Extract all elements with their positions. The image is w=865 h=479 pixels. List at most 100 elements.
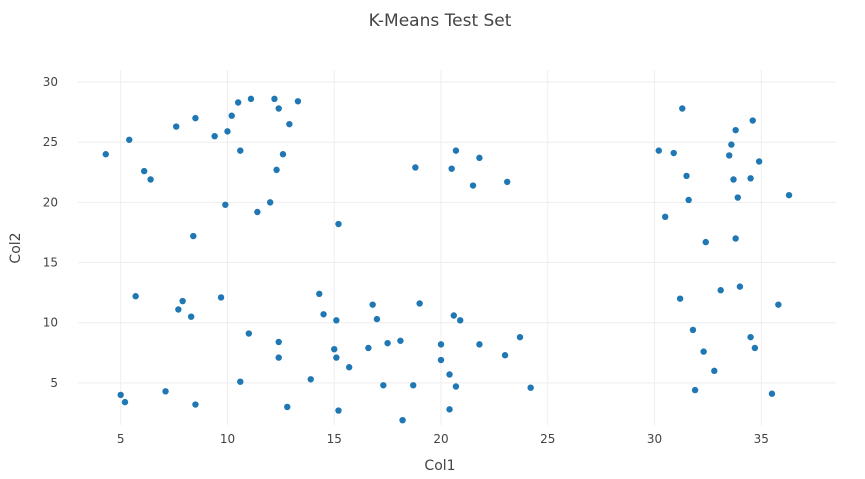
data-point[interactable] bbox=[751, 344, 759, 352]
data-point[interactable] bbox=[661, 213, 669, 221]
data-point[interactable] bbox=[503, 178, 511, 186]
data-point[interactable] bbox=[228, 112, 235, 119]
data-point[interactable] bbox=[365, 344, 372, 352]
data-point[interactable] bbox=[527, 384, 534, 391]
data-point[interactable] bbox=[217, 294, 225, 301]
data-point[interactable] bbox=[452, 383, 460, 390]
data-point[interactable] bbox=[271, 95, 278, 103]
data-point[interactable] bbox=[676, 295, 684, 302]
data-point[interactable] bbox=[179, 297, 186, 305]
data-point[interactable] bbox=[450, 312, 457, 319]
data-point[interactable] bbox=[245, 330, 253, 337]
data-point[interactable] bbox=[685, 196, 692, 204]
data-point[interactable] bbox=[234, 99, 242, 106]
data-point[interactable] bbox=[516, 333, 524, 341]
data-point[interactable] bbox=[734, 194, 741, 201]
data-point[interactable] bbox=[247, 95, 255, 103]
data-point[interactable] bbox=[683, 172, 690, 180]
data-point[interactable] bbox=[211, 132, 218, 140]
data-point[interactable] bbox=[222, 201, 229, 208]
data-point[interactable] bbox=[476, 154, 483, 162]
data-point[interactable] bbox=[730, 176, 737, 183]
data-point[interactable] bbox=[102, 151, 109, 158]
data-point[interactable] bbox=[307, 376, 314, 383]
data-point[interactable] bbox=[316, 290, 323, 298]
data-point[interactable] bbox=[399, 416, 406, 424]
data-point[interactable] bbox=[732, 235, 739, 242]
data-point[interactable] bbox=[679, 105, 686, 112]
data-point[interactable] bbox=[749, 117, 756, 124]
data-point[interactable] bbox=[469, 182, 477, 189]
data-point[interactable] bbox=[446, 371, 453, 378]
data-point[interactable] bbox=[768, 390, 776, 397]
data-point[interactable] bbox=[279, 151, 287, 158]
data-point[interactable] bbox=[266, 199, 274, 206]
data-point[interactable] bbox=[775, 301, 782, 308]
data-point[interactable] bbox=[331, 345, 338, 353]
data-point[interactable] bbox=[747, 175, 754, 182]
data-point[interactable] bbox=[416, 300, 423, 307]
data-point[interactable] bbox=[333, 354, 340, 361]
data-point[interactable] bbox=[717, 287, 724, 294]
data-point[interactable] bbox=[747, 333, 754, 341]
data-point[interactable] bbox=[732, 126, 739, 134]
data-point[interactable] bbox=[726, 152, 733, 159]
data-point[interactable] bbox=[162, 388, 169, 395]
data-point[interactable] bbox=[273, 166, 280, 174]
data-point[interactable] bbox=[755, 158, 763, 165]
data-point[interactable] bbox=[333, 317, 340, 324]
data-point[interactable] bbox=[452, 147, 460, 154]
data-point[interactable] bbox=[412, 164, 419, 171]
data-point[interactable] bbox=[187, 313, 195, 320]
data-point[interactable] bbox=[476, 341, 483, 348]
data-point[interactable] bbox=[457, 317, 464, 324]
data-point[interactable] bbox=[345, 364, 353, 371]
data-point[interactable] bbox=[728, 141, 735, 148]
data-point[interactable] bbox=[691, 386, 699, 394]
data-point[interactable] bbox=[700, 348, 707, 355]
data-point[interactable] bbox=[121, 398, 129, 406]
data-point[interactable] bbox=[655, 147, 662, 154]
data-point[interactable] bbox=[237, 378, 244, 385]
data-point[interactable] bbox=[126, 136, 133, 143]
data-point[interactable] bbox=[369, 301, 376, 308]
data-point[interactable] bbox=[275, 354, 282, 361]
data-point[interactable] bbox=[320, 311, 327, 318]
data-point[interactable] bbox=[335, 220, 342, 228]
data-point[interactable] bbox=[294, 98, 302, 105]
data-point[interactable] bbox=[286, 120, 293, 128]
data-point[interactable] bbox=[410, 382, 417, 389]
data-point[interactable] bbox=[437, 341, 445, 348]
data-point[interactable] bbox=[711, 367, 718, 375]
data-point[interactable] bbox=[448, 165, 455, 172]
data-point[interactable] bbox=[397, 337, 404, 344]
data-point[interactable] bbox=[175, 306, 182, 313]
data-point[interactable] bbox=[702, 238, 709, 246]
data-point[interactable] bbox=[670, 149, 677, 157]
data-point[interactable] bbox=[437, 356, 445, 364]
data-point[interactable] bbox=[284, 403, 291, 411]
data-point[interactable] bbox=[254, 208, 261, 216]
data-point[interactable] bbox=[173, 123, 180, 130]
data-point[interactable] bbox=[140, 167, 148, 175]
x-tick-label: 25 bbox=[540, 432, 555, 446]
data-point[interactable] bbox=[373, 315, 381, 323]
data-point[interactable] bbox=[384, 339, 391, 347]
data-point[interactable] bbox=[275, 338, 282, 346]
data-point[interactable] bbox=[237, 147, 244, 154]
data-point[interactable] bbox=[147, 176, 154, 183]
data-point[interactable] bbox=[380, 382, 387, 389]
data-point[interactable] bbox=[689, 326, 697, 334]
data-point[interactable] bbox=[785, 191, 793, 199]
data-point[interactable] bbox=[335, 407, 342, 414]
data-point[interactable] bbox=[192, 114, 199, 122]
data-point[interactable] bbox=[446, 406, 453, 413]
data-point[interactable] bbox=[190, 232, 197, 240]
data-point[interactable] bbox=[132, 293, 139, 300]
data-point[interactable] bbox=[501, 352, 509, 359]
data-point[interactable] bbox=[224, 128, 231, 135]
data-point[interactable] bbox=[275, 105, 282, 112]
data-point[interactable] bbox=[736, 283, 744, 290]
data-point[interactable] bbox=[192, 401, 199, 408]
data-point[interactable] bbox=[117, 391, 124, 399]
